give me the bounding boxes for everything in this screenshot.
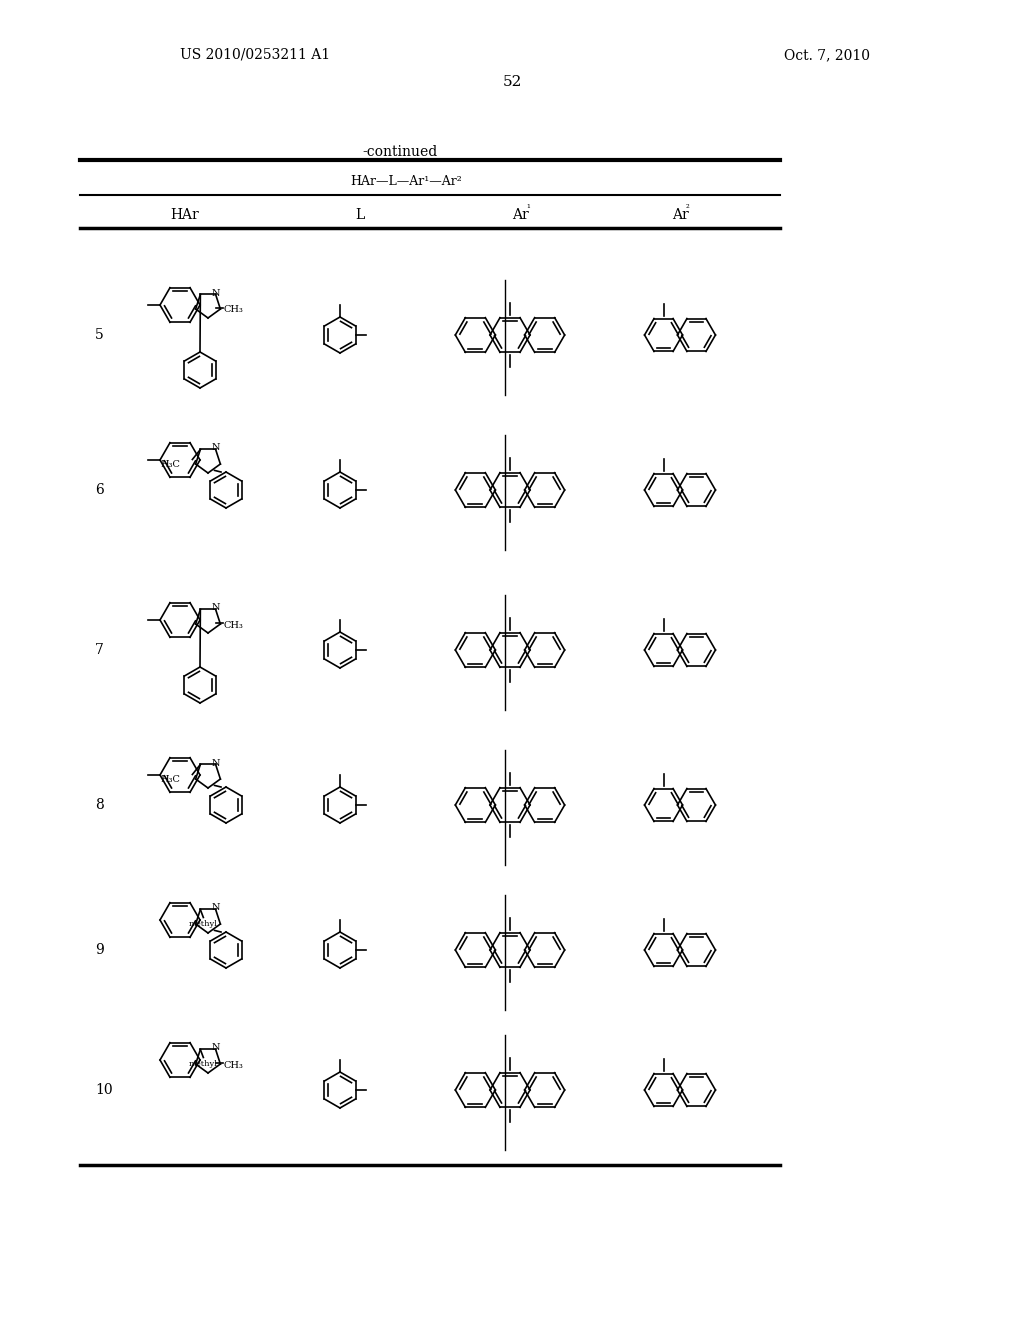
Text: methyl: methyl	[188, 920, 218, 928]
Text: N: N	[212, 903, 220, 912]
Text: 9: 9	[95, 942, 103, 957]
Text: H₃C: H₃C	[161, 459, 180, 469]
Text: ²: ²	[686, 203, 690, 213]
Text: L: L	[355, 209, 365, 222]
Text: CH₃: CH₃	[224, 620, 244, 630]
Text: Ar: Ar	[672, 209, 688, 222]
Text: 6: 6	[95, 483, 103, 498]
Text: 8: 8	[95, 799, 103, 812]
Text: N: N	[212, 759, 220, 767]
Text: 7: 7	[95, 643, 103, 657]
Text: 10: 10	[95, 1082, 113, 1097]
Text: N: N	[212, 289, 220, 297]
Text: N: N	[212, 603, 220, 612]
Text: HAr: HAr	[171, 209, 200, 222]
Text: 5: 5	[95, 327, 103, 342]
Text: 52: 52	[503, 75, 521, 88]
Text: CH₃: CH₃	[224, 1060, 244, 1069]
Text: CH₃: CH₃	[224, 305, 244, 314]
Text: Ar: Ar	[512, 209, 528, 222]
Text: N: N	[212, 1044, 220, 1052]
Text: methyl: methyl	[188, 1060, 218, 1068]
Text: HAr—L—Ar¹—Ar²: HAr—L—Ar¹—Ar²	[350, 176, 462, 187]
Text: ¹: ¹	[526, 203, 530, 213]
Text: Oct. 7, 2010: Oct. 7, 2010	[784, 48, 870, 62]
Text: N: N	[212, 444, 220, 453]
Text: H₃C: H₃C	[161, 775, 180, 784]
Text: -continued: -continued	[362, 145, 437, 158]
Text: US 2010/0253211 A1: US 2010/0253211 A1	[180, 48, 330, 62]
